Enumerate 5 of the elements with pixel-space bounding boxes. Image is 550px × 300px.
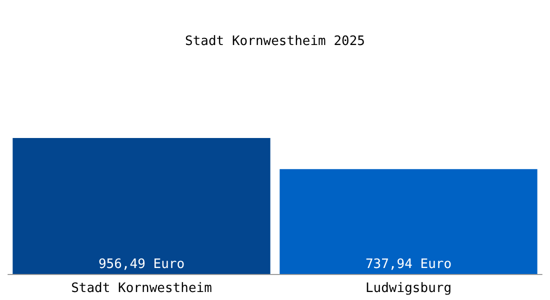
x-tick-label: Ludwigsburg xyxy=(365,281,452,296)
chart-title: Stadt Kornwestheim 2025 xyxy=(184,34,366,49)
data-label: 956,49 Euro xyxy=(98,257,185,272)
x-tick-label: Stadt Kornwestheim xyxy=(71,281,212,296)
data-label: 737,94 Euro xyxy=(365,257,452,272)
